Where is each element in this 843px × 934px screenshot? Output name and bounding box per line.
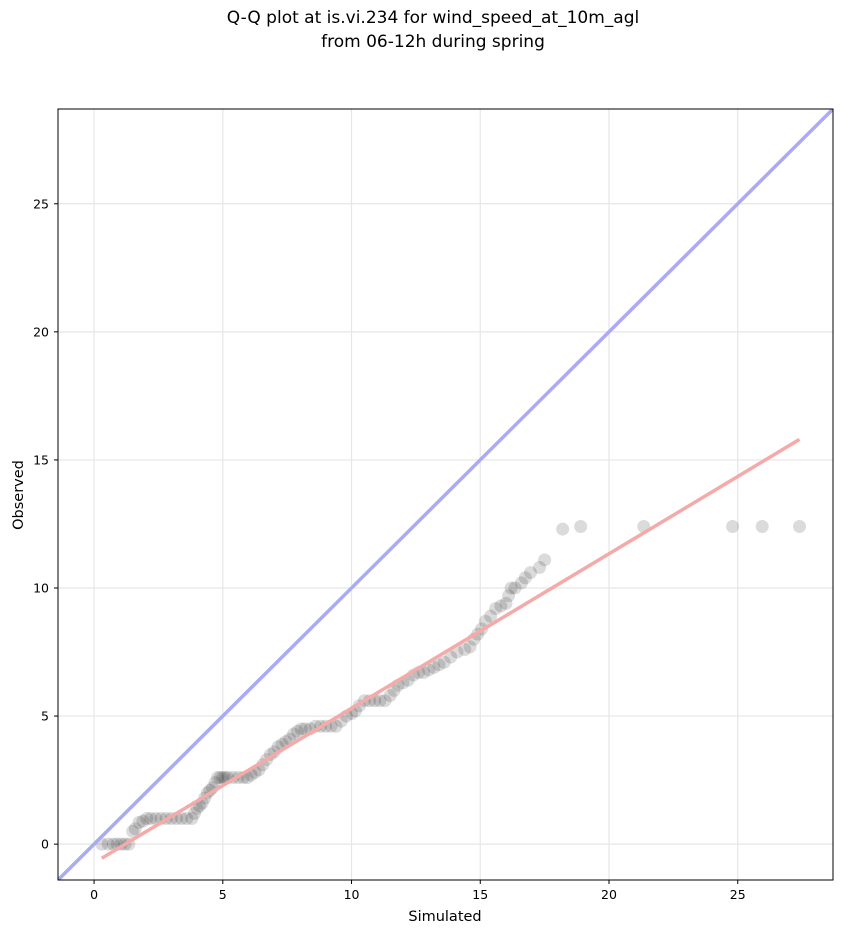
data-point — [523, 566, 537, 580]
data-point — [755, 520, 769, 534]
x-tick-label: 20 — [601, 887, 617, 902]
data-point — [128, 822, 142, 836]
data-point — [458, 642, 472, 656]
data-point — [538, 553, 552, 567]
data-point — [294, 722, 308, 736]
data-points — [95, 520, 807, 851]
plot-area — [58, 109, 833, 880]
data-point — [290, 724, 304, 738]
data-point — [387, 683, 401, 697]
y-tick-label: 10 — [33, 580, 49, 595]
data-point — [140, 812, 154, 826]
y-tick-label: 25 — [33, 196, 49, 211]
x-tick-label: 0 — [90, 887, 98, 902]
data-point — [502, 589, 516, 603]
fit-line — [100, 437, 801, 860]
data-point — [514, 576, 528, 590]
grid — [58, 109, 833, 880]
data-point — [208, 776, 222, 790]
data-point — [499, 596, 513, 610]
x-tick-label: 5 — [219, 887, 227, 902]
plot-frame — [57, 108, 834, 881]
data-point — [383, 689, 397, 703]
y-axis: 0 5 10 15 20 25 — [33, 196, 58, 852]
x-axis-label: Simulated — [408, 909, 481, 925]
data-point — [136, 814, 150, 828]
data-point — [185, 812, 199, 826]
data-point — [432, 658, 446, 672]
data-point — [187, 806, 201, 820]
x-tick-label: 25 — [730, 887, 746, 902]
data-point — [444, 650, 458, 664]
y-axis-label: Observed — [11, 460, 27, 530]
y-tick-label: 15 — [33, 452, 49, 467]
data-point — [216, 771, 230, 785]
data-point — [427, 660, 441, 674]
data-point — [373, 694, 387, 708]
chart-title: Q-Q plot at is.vi.234 for wind_speed_at_… — [227, 8, 639, 28]
data-point — [149, 812, 163, 826]
x-tick-label: 15 — [472, 887, 488, 902]
data-point — [422, 663, 436, 677]
data-point — [213, 771, 227, 785]
x-tick-label: 10 — [344, 887, 360, 902]
data-point — [298, 722, 312, 736]
data-point — [489, 601, 503, 615]
data-point — [211, 771, 225, 785]
data-point — [726, 520, 740, 534]
data-point — [532, 561, 546, 575]
y-tick-label: 20 — [33, 324, 49, 339]
y-tick-label: 0 — [41, 837, 49, 852]
data-point — [329, 719, 343, 733]
data-point — [126, 824, 140, 838]
data-point — [417, 666, 431, 680]
data-point — [101, 837, 115, 851]
data-point — [494, 599, 508, 613]
data-point — [287, 727, 301, 741]
data-point — [508, 581, 522, 595]
data-point — [180, 812, 194, 826]
data-point — [793, 520, 807, 534]
data-point — [132, 815, 146, 829]
data-point — [463, 640, 477, 654]
data-point — [556, 522, 570, 536]
data-point — [518, 571, 532, 585]
data-point — [175, 812, 189, 826]
y-tick-label: 5 — [41, 709, 49, 724]
reference-line — [58, 109, 833, 880]
chart-subtitle: from 06-12h during spring — [321, 32, 545, 52]
data-point — [437, 655, 451, 669]
data-point — [144, 812, 158, 826]
data-point — [574, 520, 588, 534]
data-point — [484, 609, 498, 623]
data-point — [378, 694, 392, 708]
data-point — [504, 581, 518, 595]
x-axis: 0 5 10 15 20 25 — [90, 880, 746, 902]
